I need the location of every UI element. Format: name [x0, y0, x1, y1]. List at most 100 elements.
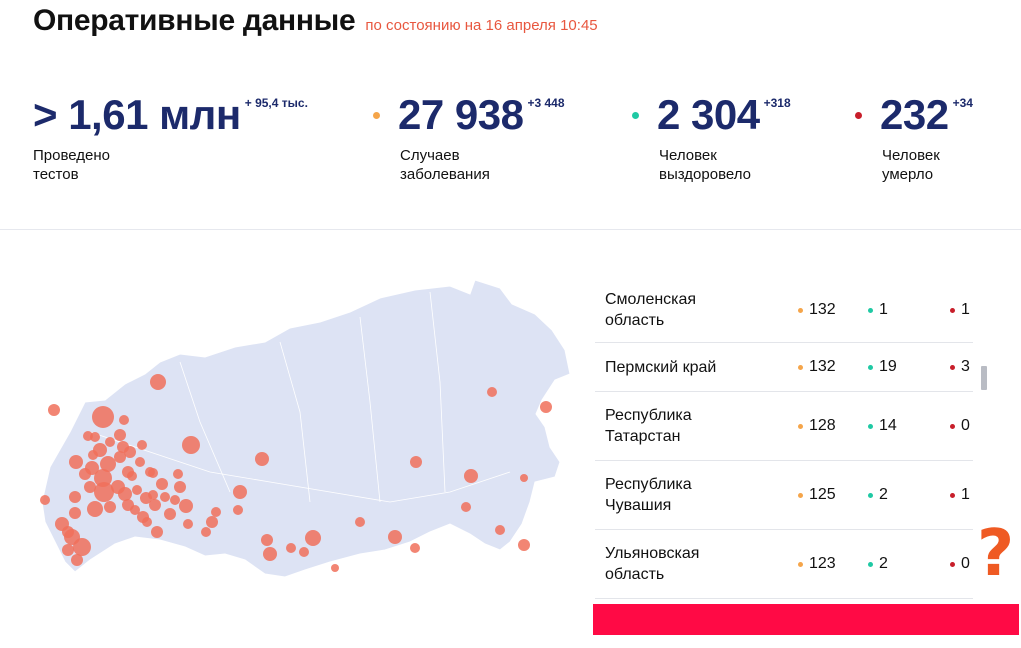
- case-marker[interactable]: [62, 526, 74, 538]
- case-marker[interactable]: [331, 564, 339, 572]
- cases-cell: 125: [798, 486, 836, 504]
- case-marker[interactable]: [69, 507, 81, 519]
- case-marker[interactable]: [149, 499, 161, 511]
- case-marker[interactable]: [206, 516, 218, 528]
- cases-value: 123: [809, 555, 836, 572]
- case-marker[interactable]: [355, 517, 365, 527]
- stat-label: Человек выздоровело: [659, 147, 751, 183]
- case-marker[interactable]: [100, 456, 116, 472]
- case-marker[interactable]: [305, 530, 321, 546]
- case-marker[interactable]: [464, 469, 478, 483]
- case-marker[interactable]: [118, 487, 132, 501]
- region-name: Пермский край: [605, 358, 717, 376]
- case-marker[interactable]: [156, 478, 168, 490]
- case-marker[interactable]: [150, 374, 166, 390]
- cases-dot-icon: [798, 423, 803, 429]
- case-marker[interactable]: [114, 451, 126, 463]
- case-marker[interactable]: [461, 502, 471, 512]
- case-marker[interactable]: [286, 543, 296, 553]
- russia-map[interactable]: [30, 262, 575, 592]
- case-marker[interactable]: [183, 519, 193, 529]
- case-marker[interactable]: [160, 492, 170, 502]
- case-marker[interactable]: [540, 401, 552, 413]
- case-marker[interactable]: [94, 469, 112, 487]
- case-marker[interactable]: [69, 491, 81, 503]
- question-mark-icon: ?: [977, 517, 1015, 591]
- case-marker[interactable]: [495, 525, 505, 535]
- case-marker[interactable]: [255, 452, 269, 466]
- case-marker[interactable]: [40, 495, 50, 505]
- case-marker[interactable]: [151, 526, 163, 538]
- deaths-cell: 0: [950, 417, 970, 435]
- case-marker[interactable]: [62, 544, 74, 556]
- case-marker[interactable]: [119, 415, 129, 425]
- case-marker[interactable]: [182, 436, 200, 454]
- case-marker[interactable]: [173, 469, 183, 479]
- case-marker[interactable]: [117, 441, 129, 453]
- case-marker[interactable]: [94, 482, 114, 502]
- cases-cell: 123: [798, 555, 836, 573]
- case-marker[interactable]: [90, 432, 100, 442]
- table-row[interactable]: Смоленская область 132 1 1: [595, 278, 973, 343]
- case-marker[interactable]: [88, 450, 98, 460]
- stat-recovered: 2 304 +318 Человек выздоровело: [632, 92, 791, 184]
- case-marker[interactable]: [164, 508, 176, 520]
- case-marker[interactable]: [170, 495, 180, 505]
- recovered-dot-icon: [868, 307, 873, 313]
- case-marker[interactable]: [233, 485, 247, 499]
- case-marker[interactable]: [148, 468, 158, 478]
- case-marker[interactable]: [48, 404, 60, 416]
- case-marker[interactable]: [410, 543, 420, 553]
- case-marker[interactable]: [201, 527, 211, 537]
- table-row[interactable]: Пермский край 132 19 3: [595, 343, 973, 392]
- case-marker[interactable]: [142, 517, 152, 527]
- case-marker[interactable]: [518, 539, 530, 551]
- region-name: Ульяновская область: [605, 545, 700, 583]
- stat-delta: +3 448: [527, 96, 565, 110]
- case-marker[interactable]: [71, 554, 83, 566]
- case-marker[interactable]: [79, 468, 91, 480]
- table-row[interactable]: Республика Татарстан 128 14 0: [595, 392, 973, 461]
- table-row[interactable]: Республика Чувашия 125 2 1: [595, 461, 973, 530]
- case-marker[interactable]: [211, 507, 221, 517]
- case-marker[interactable]: [132, 485, 142, 495]
- case-marker[interactable]: [104, 501, 116, 513]
- case-marker[interactable]: [263, 547, 277, 561]
- case-marker[interactable]: [388, 530, 402, 544]
- case-marker[interactable]: [148, 490, 158, 500]
- case-marker[interactable]: [174, 481, 186, 493]
- recovered-cell: 1: [868, 301, 888, 319]
- table-row[interactable]: Ульяновская область 123 2 0: [595, 530, 973, 599]
- case-marker[interactable]: [92, 406, 114, 428]
- recovered-dot-icon: [868, 364, 873, 370]
- deaths-dot-icon: [950, 307, 955, 313]
- map-land-shape: [41, 279, 571, 578]
- stat-value: 2 304: [657, 91, 760, 138]
- case-marker[interactable]: [410, 456, 422, 468]
- case-marker[interactable]: [130, 505, 140, 515]
- case-marker[interactable]: [105, 437, 115, 447]
- recovered-dot-icon: [632, 112, 639, 119]
- case-marker[interactable]: [87, 501, 103, 517]
- region-name: Республика Чувашия: [605, 476, 692, 514]
- case-marker[interactable]: [233, 505, 243, 515]
- case-marker[interactable]: [73, 538, 91, 556]
- scrollbar-thumb[interactable]: [981, 366, 987, 390]
- case-marker[interactable]: [135, 457, 145, 467]
- stat-delta: + 95,4 тыс.: [244, 96, 308, 110]
- case-marker[interactable]: [84, 481, 96, 493]
- case-marker[interactable]: [114, 429, 126, 441]
- case-marker[interactable]: [261, 534, 273, 546]
- case-markers: [40, 374, 552, 572]
- case-marker[interactable]: [179, 499, 193, 513]
- case-marker[interactable]: [127, 471, 137, 481]
- case-marker[interactable]: [69, 455, 83, 469]
- stat-value: > 1,61 млн: [33, 91, 241, 138]
- case-marker[interactable]: [520, 474, 528, 482]
- page-title: Оперативные данные: [33, 4, 356, 37]
- case-marker[interactable]: [487, 387, 497, 397]
- case-marker[interactable]: [299, 547, 309, 557]
- kamchatka-shape: [508, 350, 530, 412]
- case-marker[interactable]: [137, 440, 147, 450]
- cases-dot-icon: [798, 364, 803, 370]
